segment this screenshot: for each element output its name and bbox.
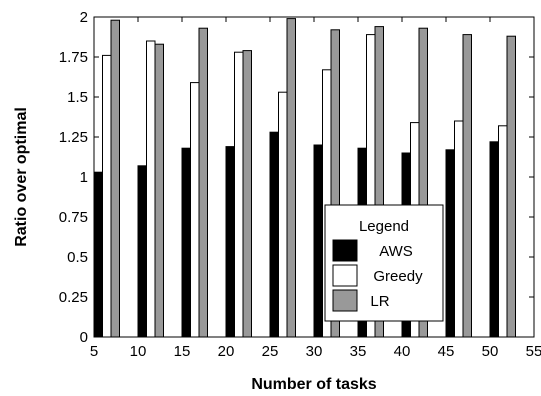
bar-greedy-50 [498,125,508,338]
x-tick-label: 35 [350,343,367,360]
bar-aws-45 [445,149,455,338]
bar-greedy-15 [190,82,200,338]
y-tick-label: 0.75 [59,209,88,226]
bar-greedy-20 [234,51,244,338]
x-tick-label: 5 [90,343,98,360]
bar-lr-50 [506,35,516,338]
legend-title: Legend [359,218,409,235]
legend-swatch-lr [332,289,358,312]
bar-greedy-25 [278,91,288,338]
bar-aws-20 [225,146,235,338]
x-tick-label: 40 [394,343,411,360]
y-axis-title: Ratio over optimal [13,107,30,247]
x-axis-title: Number of tasks [251,376,376,393]
legend-label-lr: LR [370,293,389,310]
bar-aws-5 [93,171,103,338]
y-tick-label: 0 [80,329,88,346]
bar-lr-15 [198,27,208,338]
bars-group [93,18,516,338]
x-tick-label: 25 [262,343,279,360]
y-tick-label: 0.25 [59,289,88,306]
x-tick-label: 20 [218,343,235,360]
bar-greedy-5 [102,54,112,338]
bar-lr-5 [110,19,120,338]
bar-aws-50 [489,141,499,338]
x-tick-label: 50 [482,343,499,360]
bar-aws-15 [181,147,191,338]
x-tick-label: 45 [438,343,455,360]
x-tick-label: 30 [306,343,323,360]
bar-lr-40 [418,27,428,338]
x-tick-label: 55 [526,343,541,360]
y-tick-label: 1 [80,169,88,186]
bar-lr-45 [462,34,472,338]
x-axis: 5 10 15 20 25 30 35 40 45 50 55 [90,17,541,360]
bar-greedy-10 [146,40,156,338]
legend-swatch-greedy [332,264,358,287]
y-tick-label: 1.25 [59,129,88,146]
legend-swatch-aws [332,239,358,262]
legend: Legend AWS Greedy LR [324,204,444,322]
bar-aws-10 [137,165,147,338]
bar-aws-30 [313,144,323,338]
bar-lr-25 [286,18,296,338]
y-tick-label: 1.75 [59,49,88,66]
bar-lr-20 [242,50,252,338]
y-tick-label: 1.5 [67,89,88,106]
legend-label-aws: AWS [379,243,413,260]
bar-lr-30 [330,29,340,338]
bar-greedy-45 [454,120,464,338]
bar-aws-25 [269,131,279,338]
bar-lr-35 [374,26,384,338]
x-tick-label: 10 [130,343,147,360]
y-tick-label: 2 [80,9,88,26]
x-tick-label: 15 [174,343,191,360]
y-tick-label: 0.5 [67,249,88,266]
bar-lr-10 [154,43,164,338]
y-axis: 0 0.25 0.5 0.75 1 1.25 1.5 1.75 2 [59,9,534,346]
legend-label-greedy: Greedy [373,268,423,285]
